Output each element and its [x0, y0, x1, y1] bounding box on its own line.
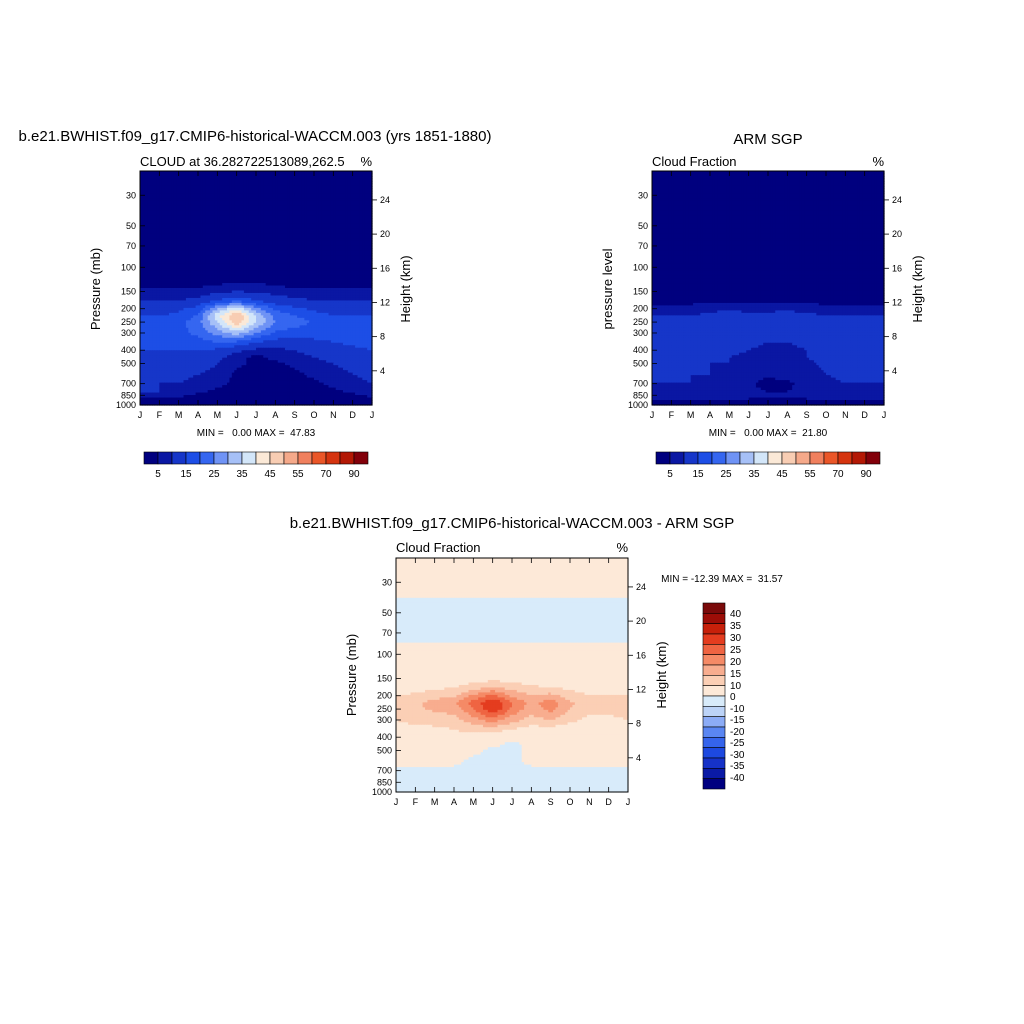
panel1-title: b.e21.BWHIST.f09_g17.CMIP6-historical-WA…: [19, 128, 492, 145]
panel1-units: %: [360, 154, 372, 169]
panel1-ylabel-right: Height (km): [398, 255, 413, 322]
panel1-ylabel: Pressure (mb): [88, 248, 103, 330]
model-contour-field: [140, 171, 373, 406]
panel1-plot: J F M A M J J A S O N D J305070100150200250300400500…: [116, 171, 390, 420]
panel1-minmax: MIN = 0.00 MAX = 47.83: [197, 428, 316, 439]
panel1-subtitle: CLOUD at 36.282722513089,262.5: [140, 154, 345, 169]
